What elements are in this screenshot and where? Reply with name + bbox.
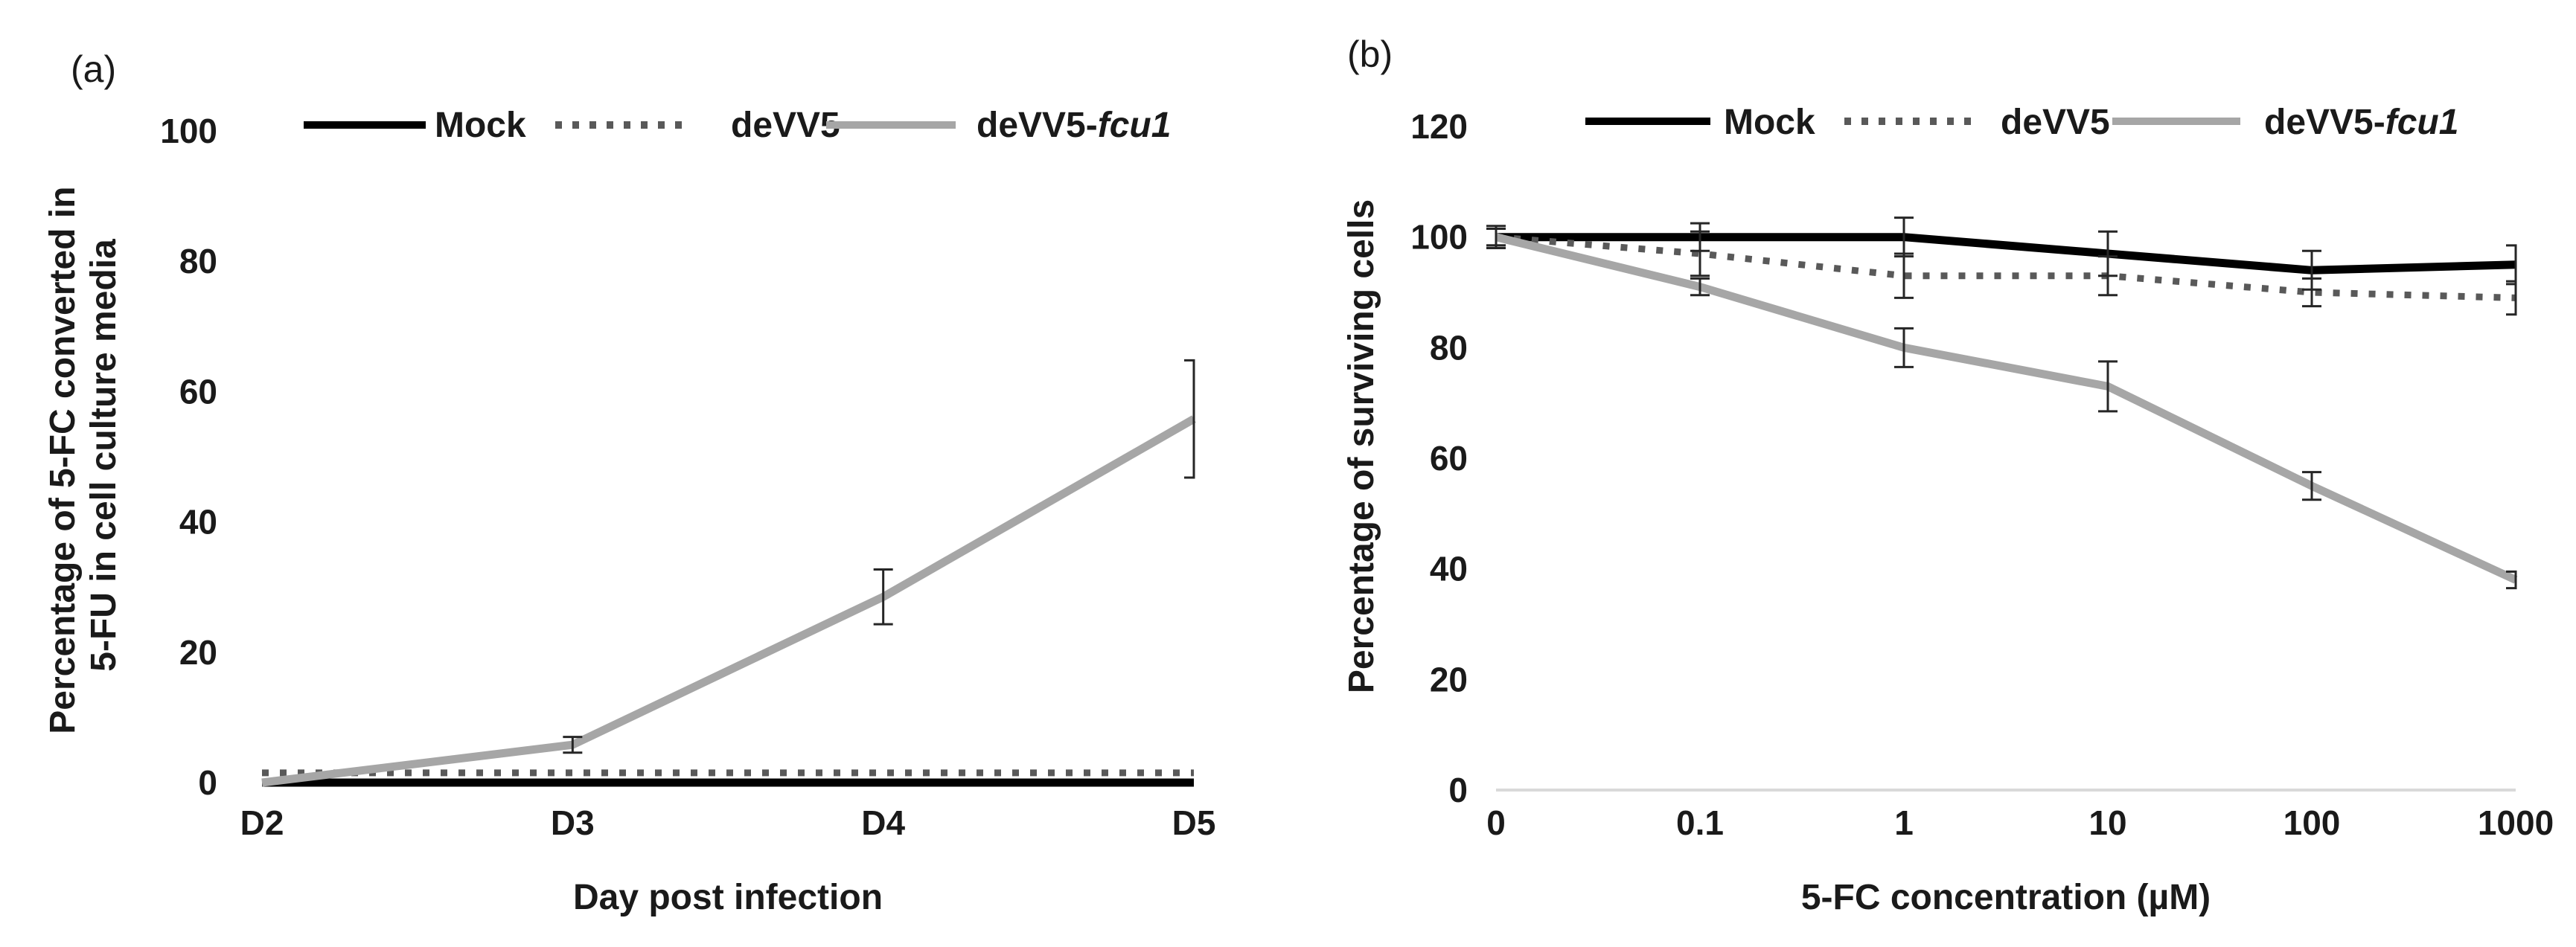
y-tick-label: 60 <box>179 372 217 411</box>
legend-label-devv5: deVV5 <box>2001 103 2110 142</box>
x-tick-labels: D2 D3 D4 D5 <box>240 803 1216 842</box>
panel-label: (b) <box>1347 33 1393 75</box>
error-bar <box>1184 359 1195 479</box>
x-tick-label: 10 <box>2088 803 2126 842</box>
y-tick-label: 40 <box>179 503 217 542</box>
x-tick-label: 0 <box>1486 803 1506 842</box>
y-tick-label: 60 <box>1430 439 1468 478</box>
x-axis-title: Day post infection <box>573 878 883 917</box>
error-bar <box>2506 244 2517 286</box>
y-tick-label: 0 <box>198 763 217 802</box>
error-bar <box>2506 570 2517 590</box>
error-bars <box>1486 216 2517 590</box>
x-tick-label: 0.1 <box>1676 803 1724 842</box>
error-bar <box>2506 280 2517 316</box>
legend-label-devv5-fcu1-italic: fcu1 <box>1098 106 1172 145</box>
y-tick-label: 20 <box>179 633 217 672</box>
legend-label-mock: Mock <box>1724 103 1815 142</box>
y-axis-title: Percentage of 5-FC converted in 5-FU in … <box>43 176 124 734</box>
error-bar <box>2302 277 2321 308</box>
error-bar <box>2098 255 2118 297</box>
legend-label-devv5-fcu1: deVV5-fcu1 <box>2264 103 2458 142</box>
y-tick-label: 20 <box>1430 660 1468 699</box>
legend-label-devv5-fcu1-main: deVV5- <box>977 106 1098 145</box>
x-tick-labels: 0 0.1 1 10 100 1000 <box>1486 803 2554 842</box>
y-tick-label: 0 <box>1448 771 1468 809</box>
y-tick-label: 100 <box>160 112 217 150</box>
error-bar <box>563 736 583 754</box>
series-line-mock <box>1496 233 2516 275</box>
panel-label: (a) <box>71 48 116 90</box>
x-tick-label: D4 <box>861 803 905 842</box>
x-tick-label: D5 <box>1172 803 1216 842</box>
y-axis-title: Percentage of surviving cells <box>1342 199 1381 693</box>
x-tick-label: D2 <box>240 803 284 842</box>
series-line-devv5-fcu1 <box>1495 233 2518 584</box>
x-tick-label: 100 <box>2283 803 2341 842</box>
y-axis-title-line-1: Percentage of surviving cells <box>1342 199 1381 693</box>
y-axis-title-line-1: Percentage of 5-FC converted in <box>43 187 83 734</box>
x-tick-label: 1000 <box>2478 803 2554 842</box>
y-tick-label: 80 <box>1430 328 1468 367</box>
y-tick-label: 40 <box>1430 550 1468 588</box>
x-axis-title: 5-FC concentration (µM) <box>1801 878 2211 917</box>
legend-label-devv5-fcu1: deVV5-fcu1 <box>977 106 1171 145</box>
error-bar <box>1690 277 1710 297</box>
chart-panel-a: (a) 0 20 40 60 80 100 D2 D3 D4 D5 Day post infec… <box>43 48 1215 917</box>
chart-panel-b: (b) 0 20 40 60 80 100 120 0 0.1 1 10 100 1000 5-FC … <box>1342 33 2554 917</box>
series-line-devv5-fcu1 <box>261 415 1196 787</box>
legend-label-devv5-fcu1-italic: fcu1 <box>2385 103 2459 142</box>
x-tick-label: D3 <box>551 803 595 842</box>
series-layer <box>1495 233 2518 584</box>
legend-label-devv5: deVV5 <box>731 106 840 145</box>
y-tick-labels: 0 20 40 60 80 100 120 <box>1410 107 1468 809</box>
error-bar <box>1690 230 1710 277</box>
error-bar <box>1894 327 1914 368</box>
error-bar <box>2098 360 2118 413</box>
y-tick-label: 80 <box>179 242 217 280</box>
y-axis-title-line-2: 5-FU in cell culture media <box>84 239 124 672</box>
y-tick-labels: 0 20 40 60 80 100 <box>160 112 217 802</box>
error-bars <box>563 359 1195 754</box>
error-bar <box>1486 228 1506 247</box>
series-layer <box>261 415 1196 787</box>
legend-label-devv5-fcu1-main: deVV5- <box>2264 103 2385 142</box>
legend: Mock deVV5 deVV5-fcu1 <box>304 106 1171 145</box>
x-tick-label: 1 <box>1894 803 1914 842</box>
error-bar <box>873 568 893 626</box>
error-bar <box>1894 252 1914 299</box>
legend-label-mock: Mock <box>435 106 526 145</box>
error-bar <box>2302 471 2321 501</box>
y-tick-label: 120 <box>1410 107 1468 146</box>
y-tick-label: 100 <box>1410 218 1468 257</box>
legend: Mock deVV5 deVV5-fcu1 <box>1585 103 2458 142</box>
